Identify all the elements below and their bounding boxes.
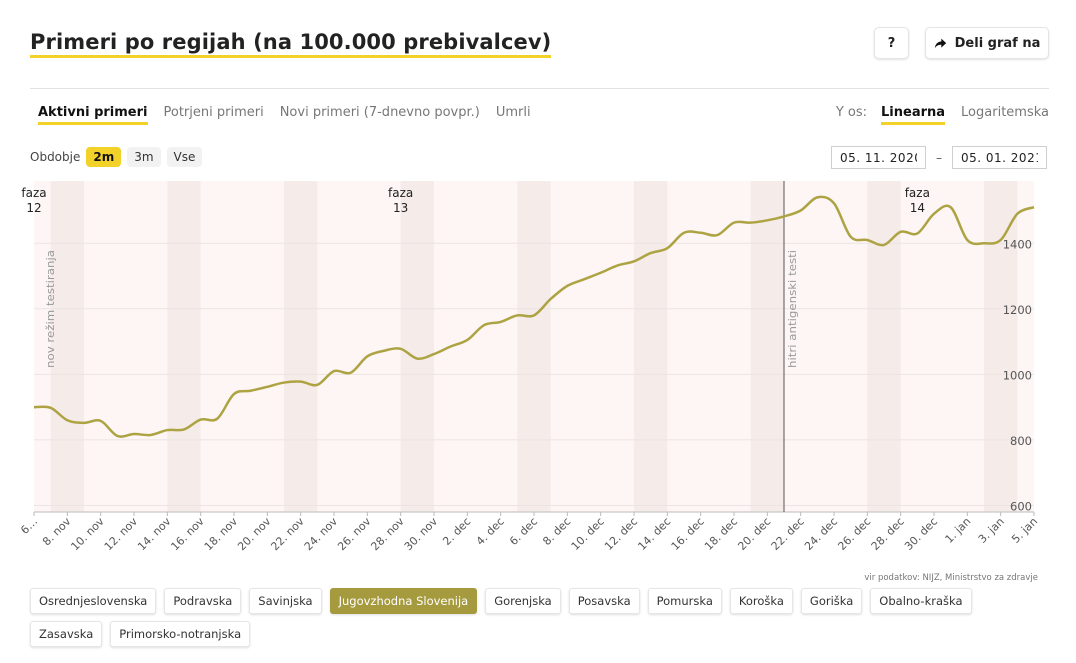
x-tick-label: 1. jan bbox=[943, 515, 974, 546]
weekend-band bbox=[984, 181, 1018, 512]
region-button-zasavska[interactable]: Zasavska bbox=[30, 621, 103, 647]
x-tick-label: 6. dec bbox=[507, 515, 540, 548]
x-tick-label: 14. nov bbox=[135, 515, 174, 554]
phase-number: 14 bbox=[910, 201, 925, 215]
phase-number: 13 bbox=[393, 201, 408, 215]
x-tick-label: 6… bbox=[18, 515, 40, 537]
series-line-jugovzhodna-slovenija bbox=[33, 195, 1035, 438]
region-button-gorenjska[interactable]: Gorenjska bbox=[485, 588, 561, 614]
x-tick-label: 12. nov bbox=[102, 515, 141, 554]
x-tick-label: 28. dec bbox=[869, 515, 907, 553]
share-button-label: Deli graf na bbox=[954, 35, 1041, 51]
y-scale-linear[interactable]: Linearna bbox=[881, 105, 946, 125]
period-all-button[interactable]: Vse bbox=[166, 147, 203, 167]
date-range-separator: – bbox=[936, 150, 942, 165]
weekend-band bbox=[167, 181, 201, 512]
x-tick-label: 18. dec bbox=[702, 515, 740, 553]
region-button-osrednjeslovenska[interactable]: Osrednjeslovenska bbox=[30, 588, 157, 614]
region-button-koroska[interactable]: Koroška bbox=[729, 588, 793, 614]
x-tick-label: 30. dec bbox=[902, 515, 940, 553]
y-tick-label: 1000 bbox=[1003, 368, 1032, 382]
metric-tabs: Aktivni primeri Potrjeni primeri Novi pr… bbox=[38, 105, 531, 125]
region-button-podravska[interactable]: Podravska bbox=[164, 588, 242, 614]
region-button-goriska[interactable]: Goriška bbox=[800, 588, 863, 614]
weekend-band bbox=[634, 181, 668, 512]
x-tick-label: 28. nov bbox=[368, 515, 407, 554]
header-divider bbox=[30, 88, 1049, 89]
x-tick-label: 26. nov bbox=[335, 515, 374, 554]
share-button[interactable]: Deli graf na bbox=[925, 27, 1049, 59]
region-button-primorsko-notranjska[interactable]: Primorsko-notranjska bbox=[110, 621, 251, 647]
x-tick-label: 12. dec bbox=[602, 515, 640, 553]
x-tick-label: 24. nov bbox=[302, 515, 341, 554]
date-from-input[interactable] bbox=[831, 146, 926, 169]
period-selector: Obdobje 2m 3m Vse bbox=[30, 147, 203, 167]
y-tick-label: 1400 bbox=[1003, 237, 1032, 251]
x-tick-label: 16. nov bbox=[168, 515, 207, 554]
event-marker-label: hitri antigenski testi bbox=[786, 250, 799, 368]
region-selector: Osrednjeslovenska Podravska Savinjska Ju… bbox=[30, 588, 990, 647]
x-tick-label: 18. nov bbox=[202, 515, 241, 554]
tab-deaths[interactable]: Umrli bbox=[495, 105, 531, 120]
tab-active-cases[interactable]: Aktivni primeri bbox=[38, 105, 148, 125]
weekend-band bbox=[400, 181, 434, 512]
x-tick-label: 20. nov bbox=[235, 515, 274, 554]
y-axis-scale-selector: Y os: Linearna Logaritemska bbox=[836, 105, 1049, 125]
y-tick-label: 600 bbox=[1010, 499, 1032, 513]
y-tick-label: 1200 bbox=[1003, 303, 1032, 317]
x-tick-label: 20. dec bbox=[735, 515, 773, 553]
date-range: – bbox=[831, 146, 1047, 169]
y-tick-label: 800 bbox=[1010, 434, 1032, 448]
x-tick-label: 22. nov bbox=[268, 515, 307, 554]
date-to-input[interactable] bbox=[952, 146, 1047, 169]
x-tick-label: 24. dec bbox=[802, 515, 840, 553]
x-tick-label: 16. dec bbox=[669, 515, 707, 553]
weekend-band bbox=[750, 181, 784, 512]
weekend-band bbox=[517, 181, 551, 512]
tab-confirmed-cases[interactable]: Potrjeni primeri bbox=[163, 105, 264, 120]
y-scale-log[interactable]: Logaritemska bbox=[961, 105, 1049, 120]
weekend-band bbox=[284, 181, 318, 512]
region-button-obalno-kraska[interactable]: Obalno-kraška bbox=[870, 588, 972, 614]
x-tick-label: 14. dec bbox=[635, 515, 673, 553]
period-2m-button[interactable]: 2m bbox=[86, 147, 122, 167]
x-tick-label: 2. dec bbox=[440, 515, 473, 548]
help-button[interactable]: ? bbox=[874, 27, 909, 59]
region-button-pomurska[interactable]: Pomurska bbox=[647, 588, 722, 614]
x-tick-label: 10. nov bbox=[68, 515, 107, 554]
phase-label: faza bbox=[905, 186, 930, 200]
data-source-note: vir podatkov: NIJZ, Ministrstvo za zdrav… bbox=[864, 573, 1038, 583]
period-label: Obdobje bbox=[30, 150, 81, 164]
y-axis-scale-label: Y os: bbox=[835, 105, 868, 120]
weekend-band bbox=[867, 181, 901, 512]
event-marker-label: nov režim testiranja bbox=[44, 250, 57, 368]
share-arrow-icon bbox=[934, 38, 946, 48]
x-tick-label: 3. jan bbox=[976, 515, 1007, 546]
region-button-jugovzhodna-slovenija[interactable]: Jugovzhodna Slovenija bbox=[329, 588, 478, 614]
page-title-text: Primeri po regijah (na 100.000 prebivalc… bbox=[30, 30, 552, 58]
region-button-posavska[interactable]: Posavska bbox=[568, 588, 640, 614]
period-3m-button[interactable]: 3m bbox=[127, 147, 161, 167]
phase-label: faza bbox=[21, 186, 46, 200]
phase-label: faza bbox=[388, 186, 413, 200]
x-tick-label: 4. dec bbox=[474, 515, 507, 548]
x-tick-label: 10. dec bbox=[569, 515, 607, 553]
x-tick-label: 22. dec bbox=[769, 515, 807, 553]
x-tick-label: 5. jan bbox=[1009, 515, 1040, 546]
x-tick-label: 30. nov bbox=[402, 515, 441, 554]
phase-number: 12 bbox=[26, 201, 41, 215]
region-button-savinjska[interactable]: Savinjska bbox=[249, 588, 322, 614]
tab-new-cases[interactable]: Novi primeri (7-dnevno povpr.) bbox=[279, 105, 480, 120]
x-tick-label: 26. dec bbox=[835, 515, 873, 553]
weekend-band bbox=[50, 181, 84, 512]
page-title: Primeri po regijah (na 100.000 prebivalc… bbox=[30, 30, 552, 58]
